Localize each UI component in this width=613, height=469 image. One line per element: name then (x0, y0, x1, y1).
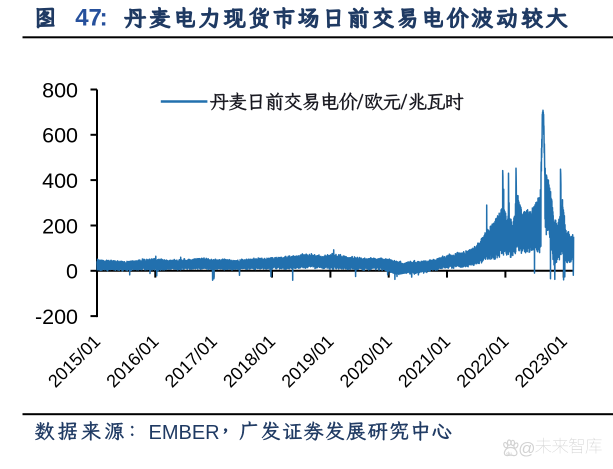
svg-text:400: 400 (42, 169, 78, 193)
svg-text:EMBER: EMBER (149, 422, 220, 444)
svg-text:47: 47 (75, 4, 102, 31)
svg-text:600: 600 (42, 124, 78, 148)
svg-text:@: @ (518, 439, 535, 458)
svg-text:du: du (506, 451, 512, 456)
svg-text:0: 0 (66, 260, 78, 284)
svg-text::: : (100, 4, 108, 31)
svg-text:200: 200 (42, 214, 78, 238)
svg-text:800: 800 (42, 78, 78, 102)
svg-text:-200: -200 (35, 305, 78, 329)
